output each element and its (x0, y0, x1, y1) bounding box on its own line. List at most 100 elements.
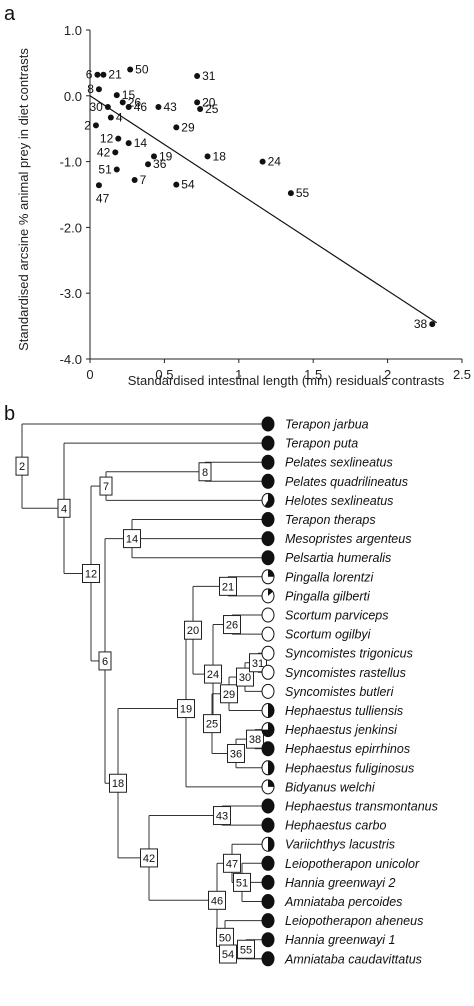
point-label: 30 (89, 100, 103, 114)
diet-pie-fill (262, 531, 274, 546)
data-point (125, 140, 132, 147)
point-label: 6 (86, 68, 93, 82)
data-point (197, 105, 204, 112)
diet-pie-outline (261, 607, 275, 623)
diet-pie-fill (262, 512, 274, 527)
node-label: 12 (85, 568, 97, 580)
point-label: 4 (116, 111, 123, 125)
diet-pie-fill (262, 799, 274, 813)
point-label: 54 (181, 178, 195, 192)
node-label: 6 (102, 656, 108, 668)
taxon-name: Bidyanus welchi (285, 780, 376, 794)
node-box (203, 714, 221, 734)
point-label: 42 (97, 145, 111, 159)
node-box (140, 848, 158, 868)
taxon-name: Hannia greenwayi 1 (285, 933, 396, 947)
data-point (104, 103, 111, 110)
diet-pie-fill (262, 894, 274, 909)
data-point (115, 135, 122, 142)
data-point (94, 71, 101, 78)
point-label: 38 (414, 317, 428, 331)
diet-pie-fill (262, 856, 274, 871)
taxon-name: Syncomistes butleri (285, 685, 395, 699)
taxon-name: Pelsartia humeralis (285, 551, 391, 565)
node-label: 31 (252, 658, 264, 670)
diet-pie-outline (261, 683, 275, 699)
taxon-name: Syncomistes rastellus (285, 666, 406, 680)
node-box (227, 743, 245, 763)
node-box (177, 699, 195, 719)
node-label: 18 (112, 778, 124, 790)
diet-pie-outline (261, 664, 275, 680)
point-label: 55 (296, 186, 310, 200)
taxon-name: Hephaestus transmontanus (285, 800, 438, 814)
diet-pie-fill (262, 741, 274, 756)
node-label: 20 (187, 625, 199, 637)
taxon-name: Hephaestus epirrhinos (285, 742, 410, 756)
point-label: 19 (159, 149, 173, 163)
point-label: 50 (135, 62, 149, 76)
node-label: 46 (211, 895, 223, 907)
phylogenetic-tree: 2412786141819202124262529303136384243464… (15, 416, 438, 967)
diet-pie-fill (268, 569, 274, 577)
taxon-name: Hephaestus tulliensis (285, 704, 403, 718)
taxon-name: Amniataba percoides (284, 895, 402, 909)
node-box (198, 462, 212, 482)
y-tick-label: 0.0 (64, 89, 82, 104)
node-box (223, 615, 241, 635)
taxon-name: Pingalla lorentzi (285, 570, 374, 584)
node-label: 24 (207, 669, 219, 681)
point-label: 15 (122, 88, 136, 102)
node-box (98, 651, 112, 671)
point-label: 21 (108, 68, 122, 82)
node-box (220, 684, 238, 704)
data-point (95, 182, 102, 189)
node-box (208, 890, 226, 910)
node-box (82, 563, 100, 583)
data-point (194, 73, 201, 80)
node-label: 47 (226, 858, 238, 870)
diet-pie-fill (268, 760, 274, 775)
diet-pie-fill (262, 913, 274, 928)
data-point (150, 153, 157, 160)
diet-pie-outline (261, 645, 275, 661)
y-axis-title: Standardised arcsine % animal prey in di… (16, 48, 31, 351)
taxon-name: Terapon jarbua (285, 418, 369, 432)
taxon-name: Syncomistes trigonicus (285, 647, 413, 661)
node-label: 14 (126, 534, 138, 546)
point-label: 25 (205, 102, 219, 116)
point-label: 47 (96, 191, 110, 205)
node-label: 50 (219, 932, 231, 944)
node-box (237, 939, 255, 959)
taxon-name: Helotes sexlineatus (285, 494, 393, 508)
data-point (113, 166, 120, 173)
data-point (127, 66, 134, 73)
x-tick-label: 2 (384, 367, 391, 382)
node-label: 29 (223, 689, 235, 701)
data-point (125, 103, 132, 110)
node-box (123, 529, 141, 549)
diet-pie-fill (262, 417, 274, 431)
y-tick-label: 1.0 (64, 23, 82, 38)
node-label: 19 (180, 704, 192, 716)
diet-pie-fill (268, 779, 274, 787)
point-label: 7 (140, 173, 147, 187)
x-axis-title: Standardised intestinal length (mm) resi… (128, 373, 445, 388)
diet-pie-fill (268, 837, 274, 852)
diet-pie-fill (262, 436, 274, 451)
node-label: 25 (206, 719, 218, 731)
taxon-name: Hephaestus jenkinsi (285, 723, 398, 737)
data-point (100, 71, 107, 78)
node-box (219, 944, 237, 964)
taxon-name: Leiopotherapon aheneus (285, 914, 423, 928)
data-point (259, 158, 266, 165)
taxon-name: Pelates quadrilineatus (285, 475, 408, 489)
node-label: 30 (239, 672, 251, 684)
point-label: 36 (153, 157, 167, 171)
data-point (107, 114, 114, 121)
node-box (57, 498, 71, 518)
node-box (204, 664, 222, 684)
diet-pie-fill (262, 951, 274, 966)
diet-pie-fill (264, 493, 275, 508)
regression-line (89, 95, 438, 324)
